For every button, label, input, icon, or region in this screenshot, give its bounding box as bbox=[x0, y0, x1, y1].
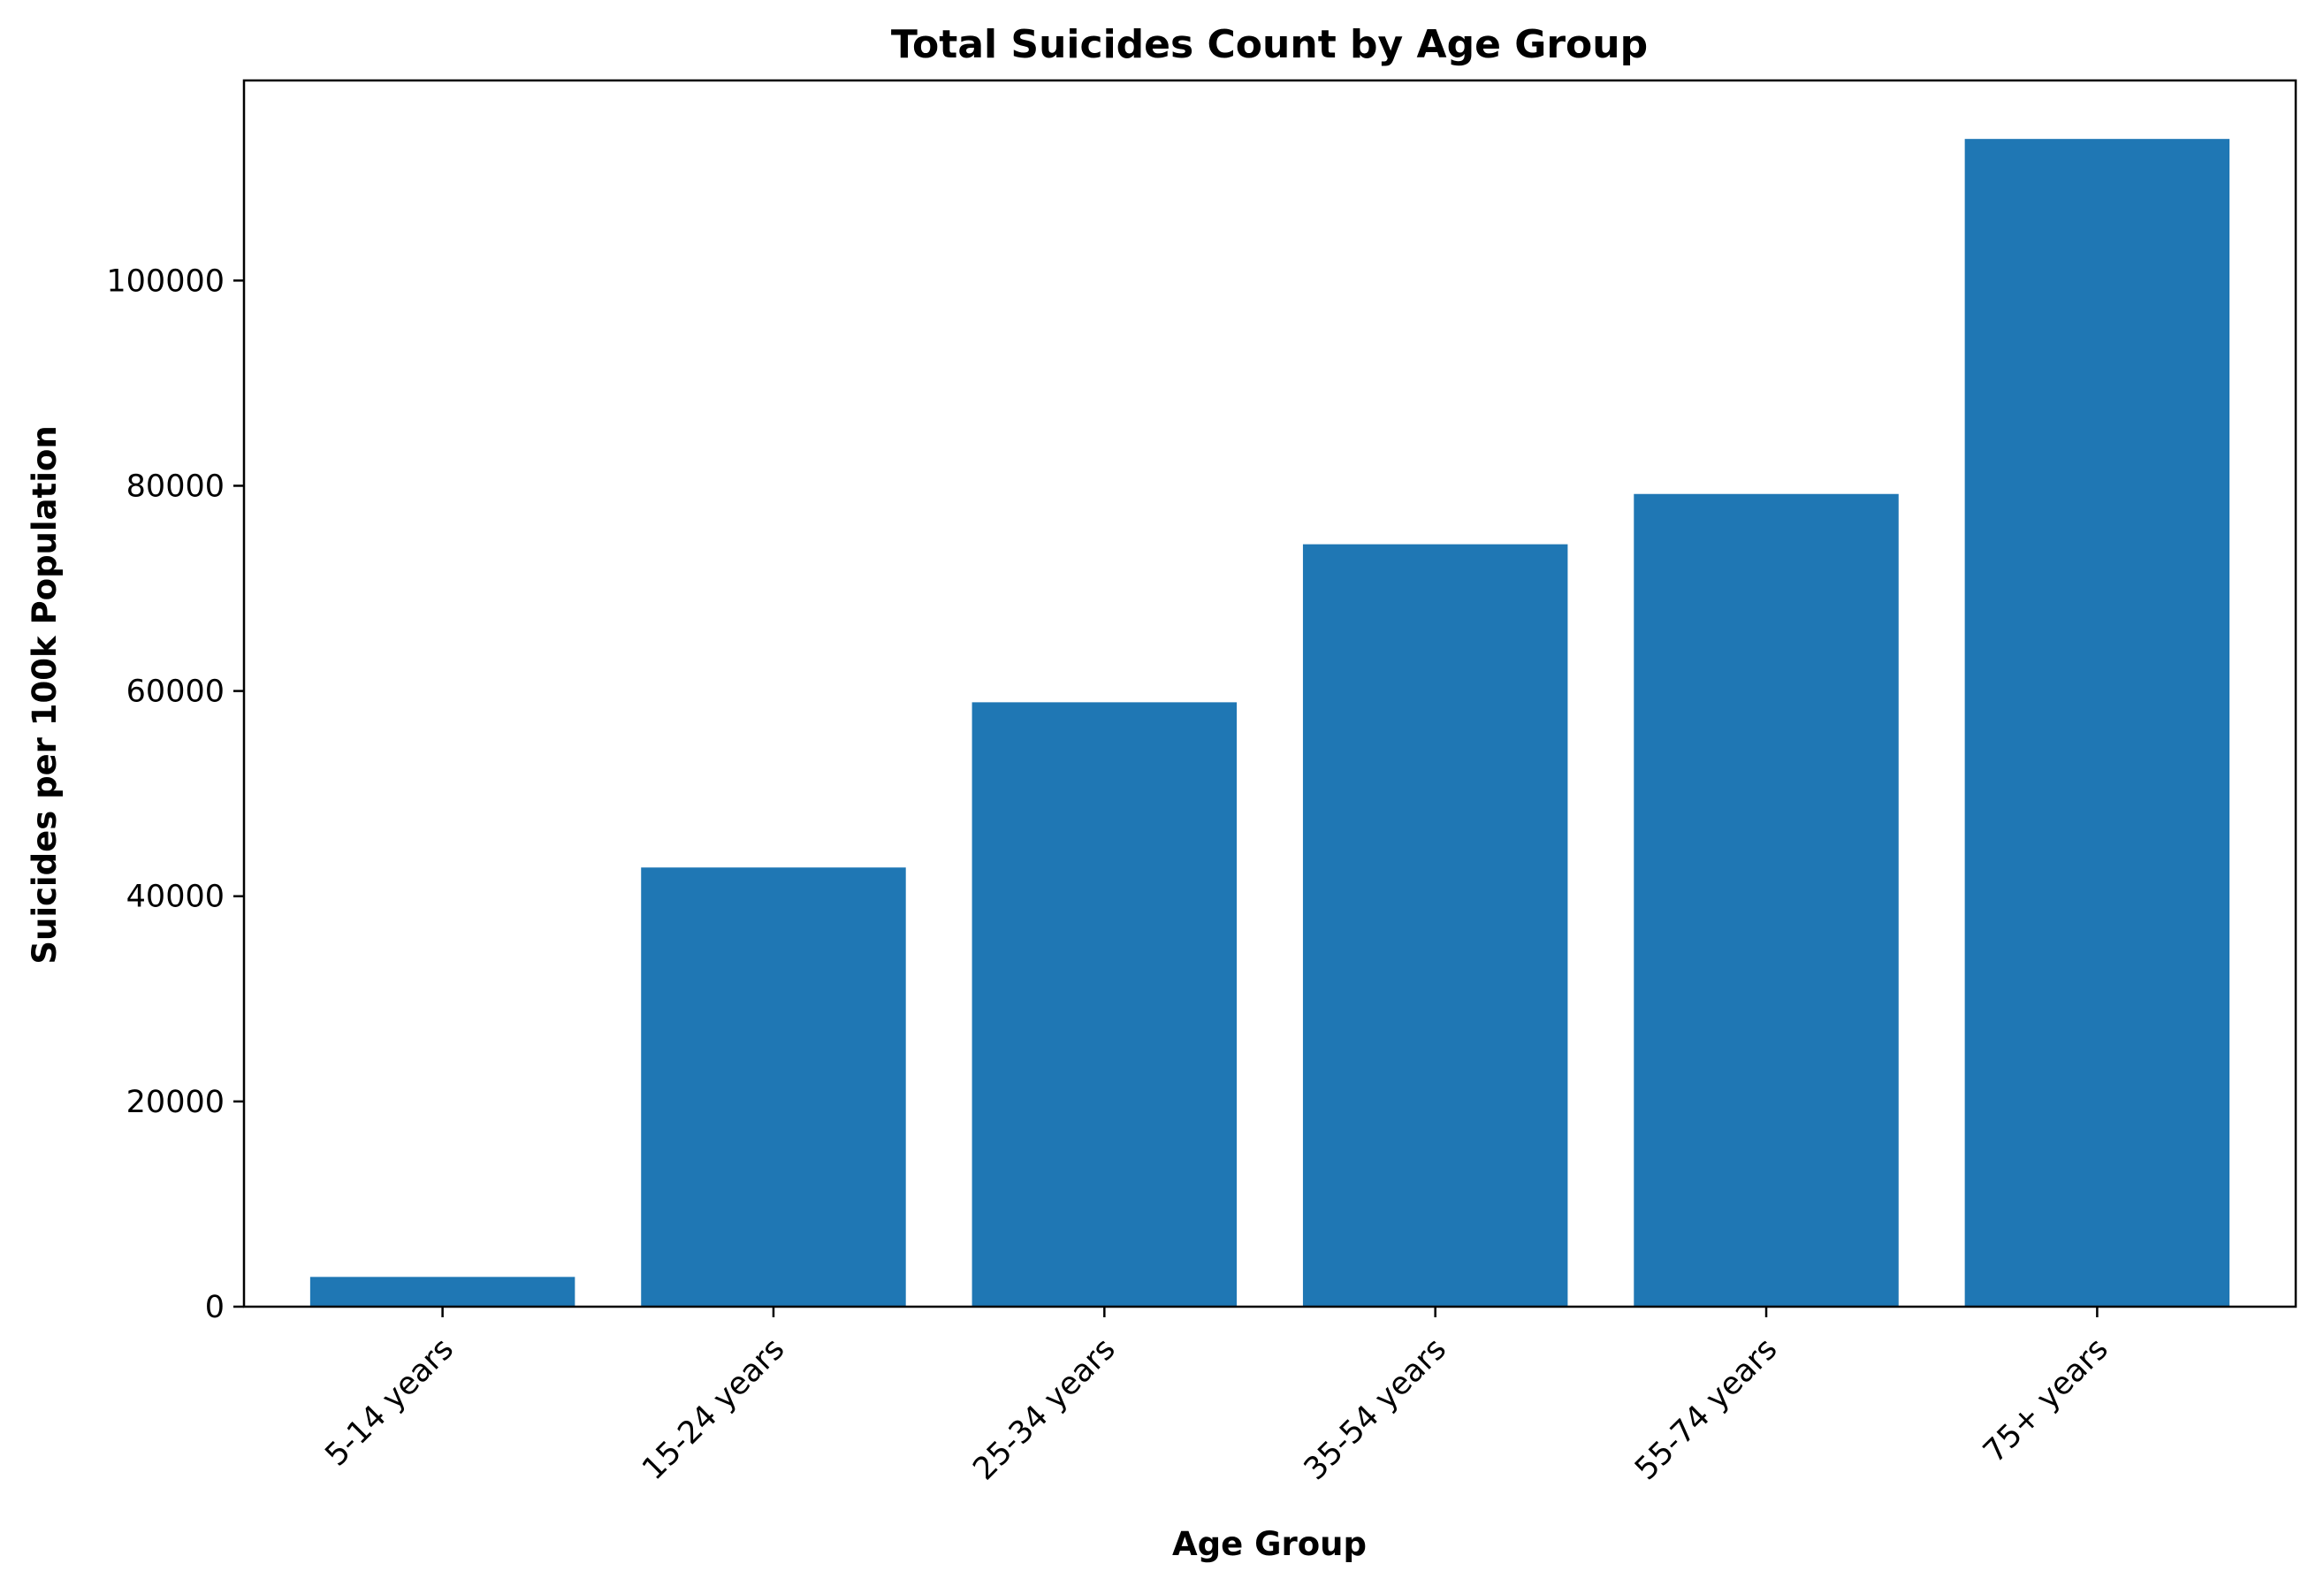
bar-15-24-years bbox=[641, 867, 906, 1307]
x-tick-label: 15-24 years bbox=[636, 1331, 791, 1487]
y-tick-label: 40000 bbox=[126, 880, 225, 915]
bar-75plus-years bbox=[1964, 139, 2230, 1307]
y-axis-label: Suicides per 100k Population bbox=[26, 425, 64, 964]
chart-title: Total Suicides Count by Age Group bbox=[891, 22, 1648, 67]
bars-layer bbox=[309, 139, 2230, 1307]
x-tick-label: 5-14 years bbox=[319, 1331, 461, 1473]
y-tick-label: 20000 bbox=[126, 1085, 225, 1120]
y-tick-label: 60000 bbox=[126, 675, 225, 710]
x-tick-label: 75+ years bbox=[1977, 1331, 2114, 1469]
y-axis-ticks: 0 20000 40000 60000 80000 100000 bbox=[106, 263, 244, 1325]
bar-25-34-years bbox=[972, 702, 1238, 1307]
y-tick-label: 0 bbox=[205, 1290, 225, 1325]
x-axis-label: Age Group bbox=[1172, 1525, 1367, 1563]
y-tick-label: 80000 bbox=[126, 469, 225, 504]
x-tick-label: 35-54 years bbox=[1298, 1331, 1453, 1487]
bar-35-54-years bbox=[1302, 544, 1568, 1307]
x-tick-label: 55-74 years bbox=[1628, 1331, 1784, 1487]
y-tick-label: 100000 bbox=[106, 263, 225, 299]
bar-55-74-years bbox=[1634, 493, 1899, 1307]
x-axis-ticks: 5-14 years 15-24 years 25-34 years 35-54 ye… bbox=[319, 1307, 2115, 1487]
x-tick-label: 25-34 years bbox=[967, 1331, 1123, 1487]
bar-5-14-years bbox=[309, 1277, 575, 1307]
plot-area-frame bbox=[242, 79, 2297, 1308]
